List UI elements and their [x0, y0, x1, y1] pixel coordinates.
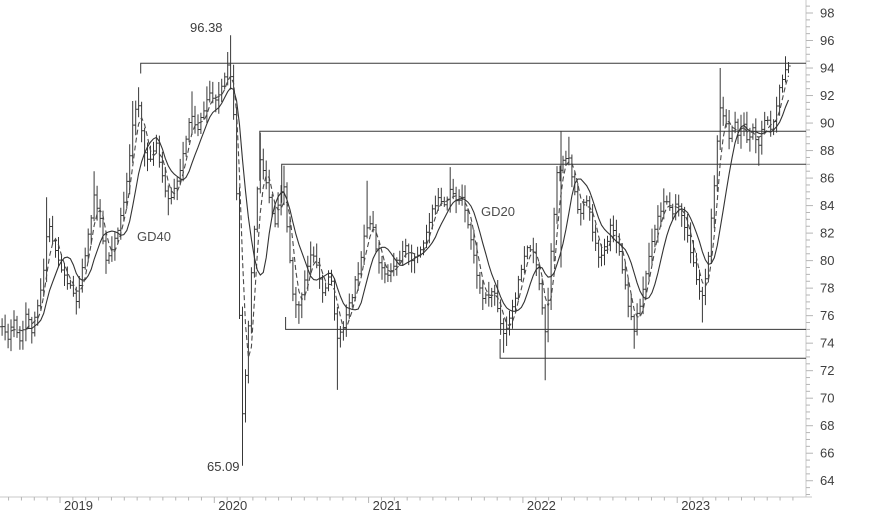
y-tick-label: 84 — [820, 198, 834, 213]
level-line — [499, 339, 806, 359]
x-tick-label: 2022 — [527, 498, 556, 513]
y-tick-label: 66 — [820, 446, 834, 461]
peak-price-annotation: 96.38 — [190, 20, 223, 35]
y-tick-label: 74 — [820, 336, 834, 351]
x-tick-label: 2021 — [373, 498, 402, 513]
price-bars — [0, 35, 791, 466]
y-tick-label: 68 — [820, 418, 834, 433]
y-tick-label: 76 — [820, 308, 834, 323]
y-tick-label: 86 — [820, 171, 834, 186]
y-tick-label: 72 — [820, 363, 834, 378]
x-axis-ticks — [8, 497, 794, 503]
y-tick-label: 94 — [820, 61, 834, 76]
x-tick-label: 2019 — [64, 498, 93, 513]
x-axis-labels: 2019 2020 2021 2022 2023 — [64, 498, 710, 513]
gd20-line-label: GD20 — [481, 204, 515, 219]
level-line — [285, 317, 806, 330]
y-tick-label: 78 — [820, 281, 834, 296]
level-line — [259, 130, 806, 181]
y-tick-label: 70 — [820, 391, 834, 406]
gd40-line-label: GD40 — [137, 229, 171, 244]
y-tick-label: 64 — [820, 473, 834, 488]
y-tick-label: 82 — [820, 226, 834, 241]
x-tick-label: 2023 — [681, 498, 710, 513]
y-axis-labels: 98 96 94 92 90 88 86 84 82 80 78 76 74 72 70 68 66 64 — [820, 6, 834, 489]
y-tick-label: 80 — [820, 253, 834, 268]
x-tick-label: 2020 — [218, 498, 247, 513]
gd40-moving-average-line — [25, 87, 790, 330]
support-resistance-lines — [140, 62, 806, 359]
y-axis-ticks — [806, 5, 813, 495]
axes — [0, 0, 812, 498]
y-tick-label: 96 — [820, 33, 834, 48]
level-line — [281, 163, 806, 203]
y-tick-label: 98 — [820, 6, 834, 21]
trough-price-annotation: 65.09 — [207, 459, 240, 474]
y-tick-label: 88 — [820, 143, 834, 158]
y-tick-label: 92 — [820, 88, 834, 103]
gd20-moving-average-line — [10, 75, 790, 358]
y-tick-label: 90 — [820, 116, 834, 131]
level-line — [140, 62, 806, 74]
